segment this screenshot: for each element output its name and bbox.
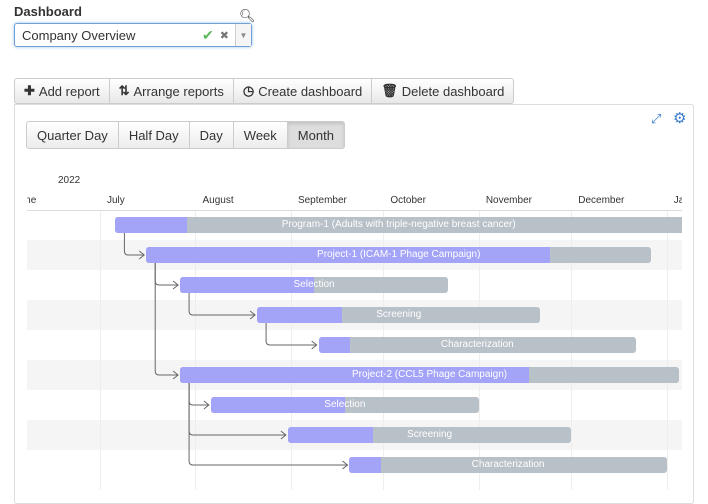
gantt-bar-progress [146,247,551,263]
view-mode-half-day[interactable]: Half Day [117,121,190,149]
gantt-bar[interactable]: Program-1 (Adults with triple-negative b… [115,217,682,233]
dependency-arrow [123,233,146,260]
gantt-bar-label: Selection [293,279,335,290]
gantt-bar-progress [180,367,530,383]
grid-line [290,211,292,490]
trash-icon: 🗑︎ [381,83,398,98]
dashboard-select-value: Company Overview [22,27,136,43]
gantt-bar-progress [180,277,315,293]
delete-dashboard-button[interactable]: 🗑︎ Delete dashboard [371,78,515,104]
header-divider [27,210,682,211]
check-icon: ✔ [202,26,214,43]
month-label: October [390,195,426,206]
gantt-bar-label: Selection [324,399,366,410]
month-label: August [202,195,234,206]
arrange-reports-button[interactable]: ⇅ Arrange reports [108,78,234,104]
month-label: June [27,195,37,206]
gantt-bar[interactable]: Screening [257,307,541,323]
arrange-reports-label: Arrange reports [133,83,224,99]
gantt-bar[interactable]: Screening [287,427,572,443]
gantt-bar[interactable]: Project-1 (ICAM-1 Phage Campaign) [146,247,652,263]
view-mode-day[interactable]: Day [188,121,234,149]
gantt-bar[interactable]: Selection [180,277,449,293]
toolbar: ✚ Add report ⇅ Arrange reports ◷ Create das… [14,78,515,104]
dashboard-label: Dashboard [14,4,82,19]
month-label: December [578,195,625,206]
sort-icon: ⇅ [118,83,130,98]
view-mode-group: Quarter Day Half Day Day Week Month [26,121,345,149]
gantt-bar-progress [318,337,351,353]
gantt-bar-label: Screening [376,309,422,320]
gantt-bar-progress [287,427,373,443]
gantt-bar[interactable]: Selection [210,397,479,413]
gantt-bar[interactable]: Characterization [318,337,636,353]
plus-icon: ✚ [24,83,35,98]
dependency-arrow [154,263,179,290]
gantt-bar[interactable]: Characterization [349,457,667,473]
dependency-arrow [188,383,349,470]
delete-dashboard-label: Delete dashboard [401,83,505,99]
dependency-arrow [154,263,179,380]
gantt-bar-label: Project-2 (CCL5 Phage Campaign) [352,369,508,380]
dependency-arrow [188,293,256,320]
gantt-bar-progress [257,307,343,323]
dashboard-icon: ◷ [242,83,255,98]
year-label: 2022 [58,175,81,186]
gear-icon[interactable]: ⚙ [673,110,687,127]
view-mode-quarter-day[interactable]: Quarter Day [26,121,119,149]
gantt-bar-label: Characterization [471,459,545,470]
zoom-icon[interactable]: 🔍︎ [239,8,256,23]
grid-line [195,211,197,490]
dependency-arrows [123,233,349,470]
view-mode-week[interactable]: Week [232,121,288,149]
dependency-arrow [265,323,318,350]
gantt-chart: June July August September October November De… [27,165,682,490]
month-label: January [673,195,682,206]
create-dashboard-label: Create dashboard [258,83,363,99]
grid-line [100,211,101,490]
gantt-bar-label: Screening [407,429,453,440]
create-dashboard-button[interactable]: ◷ Create dashboard [232,78,373,104]
gantt-bar-progress [210,397,345,413]
grid-line [666,211,668,490]
month-label: September [297,195,347,206]
gantt-bar-label: Program-1 (Adults with triple-negative b… [281,219,516,230]
view-mode-month[interactable]: Month [286,121,345,149]
expand-icon[interactable]: ⤢ [651,111,662,126]
gantt-bar-label: Characterization [440,339,514,350]
gantt-bar[interactable]: Project-2 (CCL5 Phage Campaign) [180,367,680,383]
chevron-down-icon[interactable]: ▼ [235,24,251,46]
dashboard-select[interactable]: Company Overview ✔ ✖ ▼ [14,23,252,47]
month-label: July [107,195,125,206]
gantt-bar-progress [349,457,382,473]
add-report-label: Add report [38,83,100,99]
gantt-bar-label: Project-1 (ICAM-1 Phage Campaign) [317,249,481,260]
month-label: November [485,195,532,206]
add-report-button[interactable]: ✚ Add report [14,78,110,104]
dependency-arrow [188,383,210,410]
gantt-bar-progress [115,217,187,233]
clear-icon[interactable]: ✖ [219,29,229,42]
